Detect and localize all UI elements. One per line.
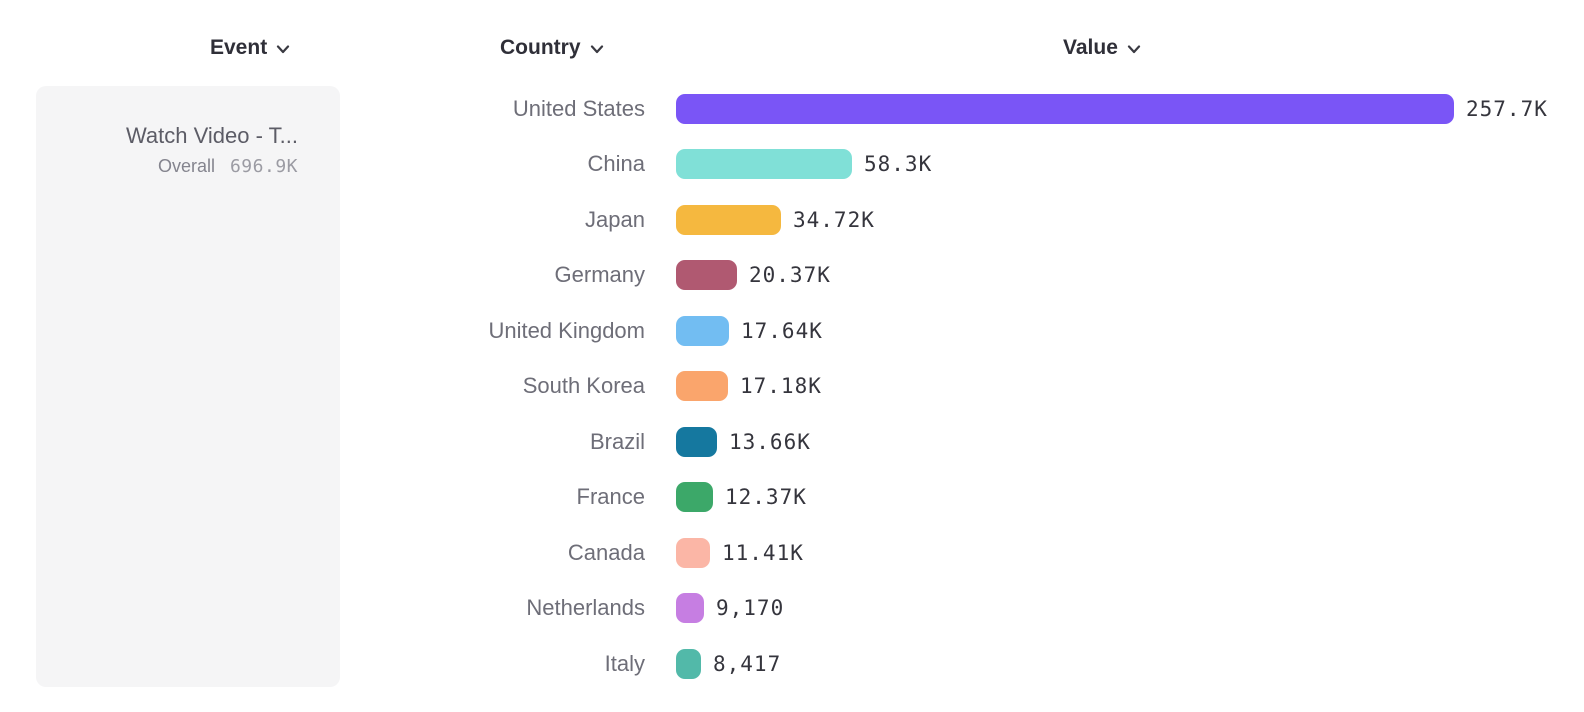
- value-bar[interactable]: [676, 315, 729, 346]
- value-bar[interactable]: [676, 204, 781, 235]
- value-bar[interactable]: [676, 149, 852, 180]
- bar-chart: United States 257.7K China 58.3K Japan 3…: [0, 81, 1584, 692]
- table-row: Italy 8,417: [0, 636, 1584, 692]
- country-label: Netherlands: [526, 595, 645, 621]
- value-label: 8,417: [713, 651, 782, 676]
- table-row: France 12.37K: [0, 470, 1584, 526]
- table-row: Germany 20.37K: [0, 248, 1584, 304]
- country-column-header[interactable]: Country: [500, 32, 604, 64]
- table-row: Canada 11.41K: [0, 525, 1584, 581]
- country-label: United Kingdom: [488, 317, 645, 343]
- event-column-label: Event: [210, 36, 268, 59]
- value-label: 17.64K: [741, 318, 823, 343]
- value-column-header[interactable]: Value: [1063, 32, 1141, 64]
- table-row: United Kingdom 17.64K: [0, 303, 1584, 359]
- event-card[interactable]: Watch Video - T... Overall 696.9K: [36, 86, 340, 687]
- value-bar[interactable]: [676, 426, 717, 457]
- country-label: Japan: [585, 206, 645, 232]
- chevron-down-icon: [590, 42, 604, 54]
- overall-value: 696.9K: [229, 155, 298, 177]
- event-title: Watch Video - T...: [125, 123, 298, 148]
- country-label: Italy: [604, 650, 645, 676]
- value-bar[interactable]: [676, 260, 737, 291]
- value-label: 12.37K: [725, 485, 807, 510]
- event-overall-row: Overall 696.9K: [56, 156, 298, 177]
- country-label: Canada: [567, 539, 645, 565]
- value-bar[interactable]: [676, 482, 713, 513]
- table-row: United States 257.7K: [0, 81, 1584, 137]
- value-label: 34.72K: [793, 207, 875, 232]
- value-label: 58.3K: [864, 152, 933, 177]
- value-label: 9,170: [716, 596, 785, 621]
- value-bar[interactable]: [676, 371, 728, 402]
- table-row: South Korea 17.18K: [0, 359, 1584, 415]
- table-row: Japan 34.72K: [0, 192, 1584, 248]
- value-label: 13.66K: [729, 429, 811, 454]
- country-label: France: [576, 484, 645, 510]
- value-bar[interactable]: [676, 93, 1454, 124]
- table-row: China 58.3K: [0, 137, 1584, 193]
- value-label: 257.7K: [1466, 96, 1548, 121]
- event-column-header[interactable]: Event: [210, 32, 290, 64]
- country-label: Brazil: [589, 428, 645, 454]
- country-column-label: Country: [500, 36, 581, 59]
- value-label: 17.18K: [740, 374, 822, 399]
- country-label: Germany: [554, 262, 645, 288]
- country-label: China: [587, 151, 645, 177]
- value-bar[interactable]: [676, 648, 701, 679]
- value-bar[interactable]: [676, 537, 710, 568]
- value-column-label: Value: [1063, 36, 1118, 59]
- value-label: 11.41K: [722, 540, 804, 565]
- country-label: United States: [512, 95, 645, 121]
- chevron-down-icon: [276, 42, 290, 54]
- table-row: Netherlands 9,170: [0, 581, 1584, 637]
- chevron-down-icon: [1127, 42, 1141, 54]
- table-row: Brazil 13.66K: [0, 414, 1584, 470]
- value-bar[interactable]: [676, 593, 704, 624]
- value-label: 20.37K: [749, 263, 831, 288]
- country-label: South Korea: [522, 373, 645, 399]
- overall-label: Overall: [157, 155, 215, 176]
